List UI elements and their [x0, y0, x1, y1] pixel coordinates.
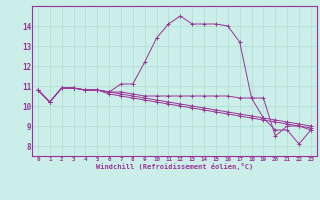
X-axis label: Windchill (Refroidissement éolien,°C): Windchill (Refroidissement éolien,°C): [96, 163, 253, 170]
